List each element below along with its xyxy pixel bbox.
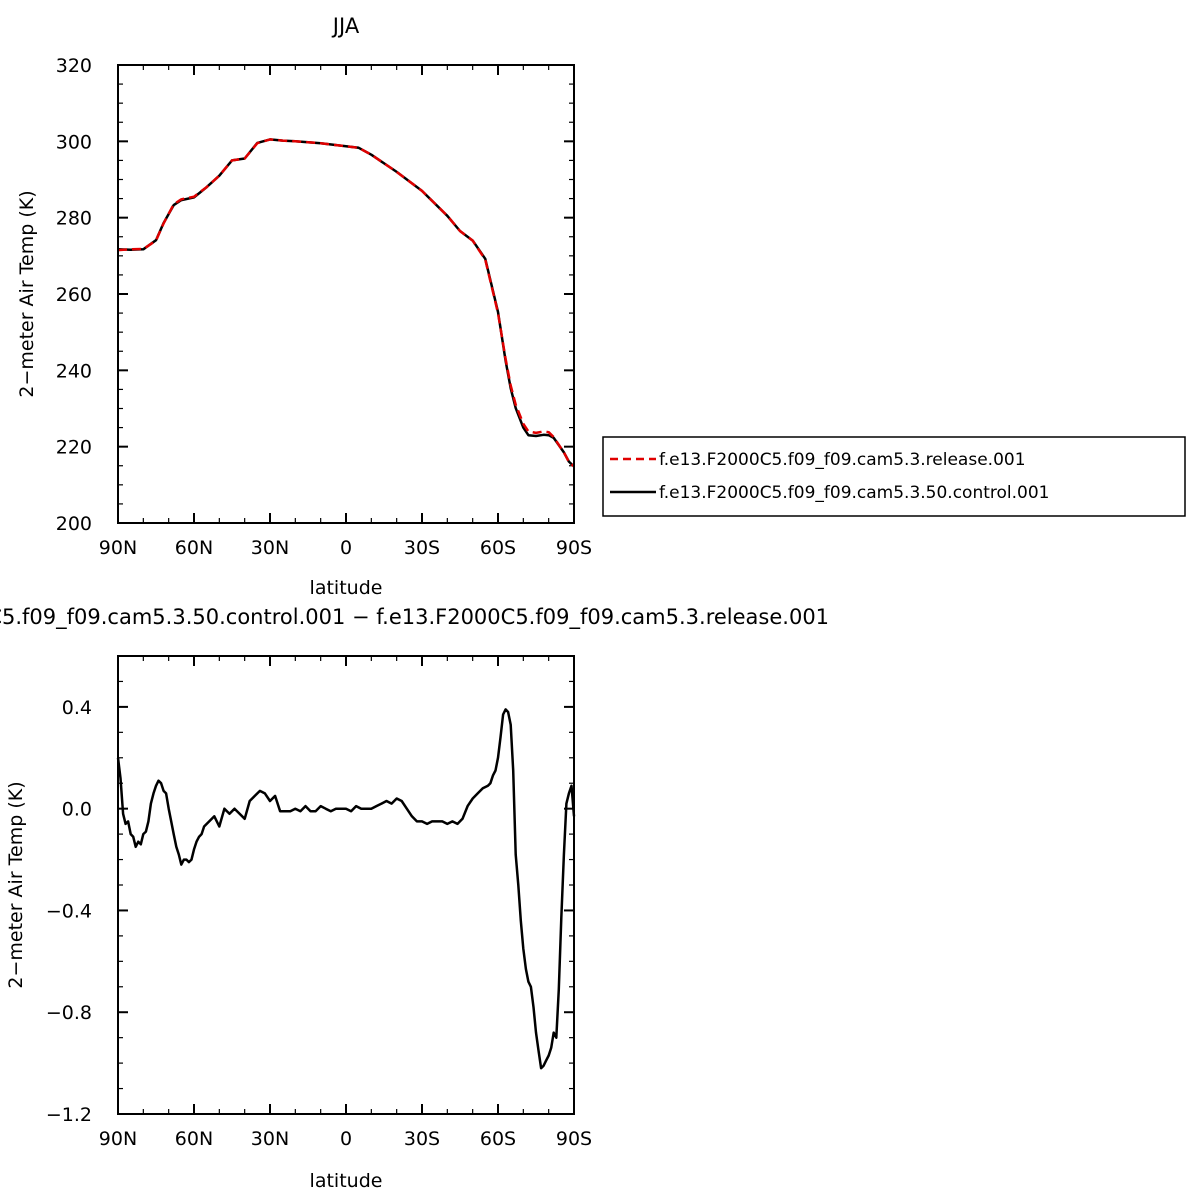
legend: f.e13.F2000C5.f09_f09.cam5.3.release.001… [602,436,1186,517]
bottom-y-tick-label: 0.4 [62,697,92,719]
bottom-x-tick-label: 0 [340,1128,352,1150]
bottom-x-tick-label: 30N [251,1128,289,1150]
top-title: JJA [331,14,360,38]
top-x-tick-label: 90S [556,537,592,559]
top-x-axis-label: latitude [310,577,383,599]
bottom-y-tick-label: −1.2 [46,1104,92,1126]
top-x-tick-label: 60S [480,537,516,559]
top-plot-frame [117,64,575,524]
top-y-tick-label: 240 [56,360,92,382]
bottom-x-tick-label: 90N [99,1128,137,1150]
top-y-tick-label: 280 [56,208,92,230]
top-x-tick-label: 30N [251,537,289,559]
legend-label-control: f.e13.F2000C5.f09_f09.cam5.3.50.control.… [659,483,1050,503]
bottom-tick-labels: 90N 60N 30N 0 30S 60S 90S −1.2 −0.8 −0.4 0.0 0.4 [46,697,592,1150]
bottom-x-tick-label: 90S [556,1128,592,1150]
top-x-tick-label: 90N [99,537,137,559]
top-y-tick-label: 300 [56,131,92,153]
top-y-axis-label: 2−meter Air Temp (K) [16,190,38,397]
panel-bottom: f.e13.F2000C5.f09_f09.cam5.3.50.control.… [0,605,829,1192]
top-x-tick-label: 60N [175,537,213,559]
top-tick-labels: 90N 60N 30N 0 30S 60S 90S 200 220 240 260 280 300 320 [56,55,592,559]
bottom-x-axis-label: latitude [310,1170,383,1192]
bottom-plot-frame [117,655,575,1115]
top-y-tick-label: 200 [56,513,92,535]
bottom-x-tick-label: 30S [404,1128,440,1150]
top-axis-ticks [117,64,575,524]
bottom-series-line-control [116,708,576,1070]
bottom-axis-ticks [117,655,575,1115]
top-x-tick-label: 30S [404,537,440,559]
top-y-tick-label: 320 [56,55,92,77]
top-series-line-release [117,138,575,468]
top-y-tick-label: 220 [56,437,92,459]
bottom-x-tick-label: 60S [480,1128,516,1150]
bottom-x-tick-label: 60N [175,1128,213,1150]
legend-box [602,436,1186,517]
top-y-tick-label: 260 [56,284,92,306]
legend-label-release: f.e13.F2000C5.f09_f09.cam5.3.release.001 [659,450,1026,470]
top-series-line-control [117,138,575,468]
bottom-title: f.e13.F2000C5.f09_f09.cam5.3.50.control.… [0,605,829,630]
top-series-group [117,138,575,468]
bottom-series-group [116,708,576,1070]
bottom-y-tick-label: −0.4 [46,900,92,922]
bottom-y-tick-label: 0.0 [62,799,92,821]
panel-top: JJA 90N 60N 30N 0 30S 60S 90S 200 220 240 260 280 30… [16,14,1186,599]
top-x-tick-label: 0 [340,537,352,559]
bottom-y-tick-label: −0.8 [46,1002,92,1024]
bottom-y-axis-label: 2−meter Air Temp (K) [5,781,27,988]
